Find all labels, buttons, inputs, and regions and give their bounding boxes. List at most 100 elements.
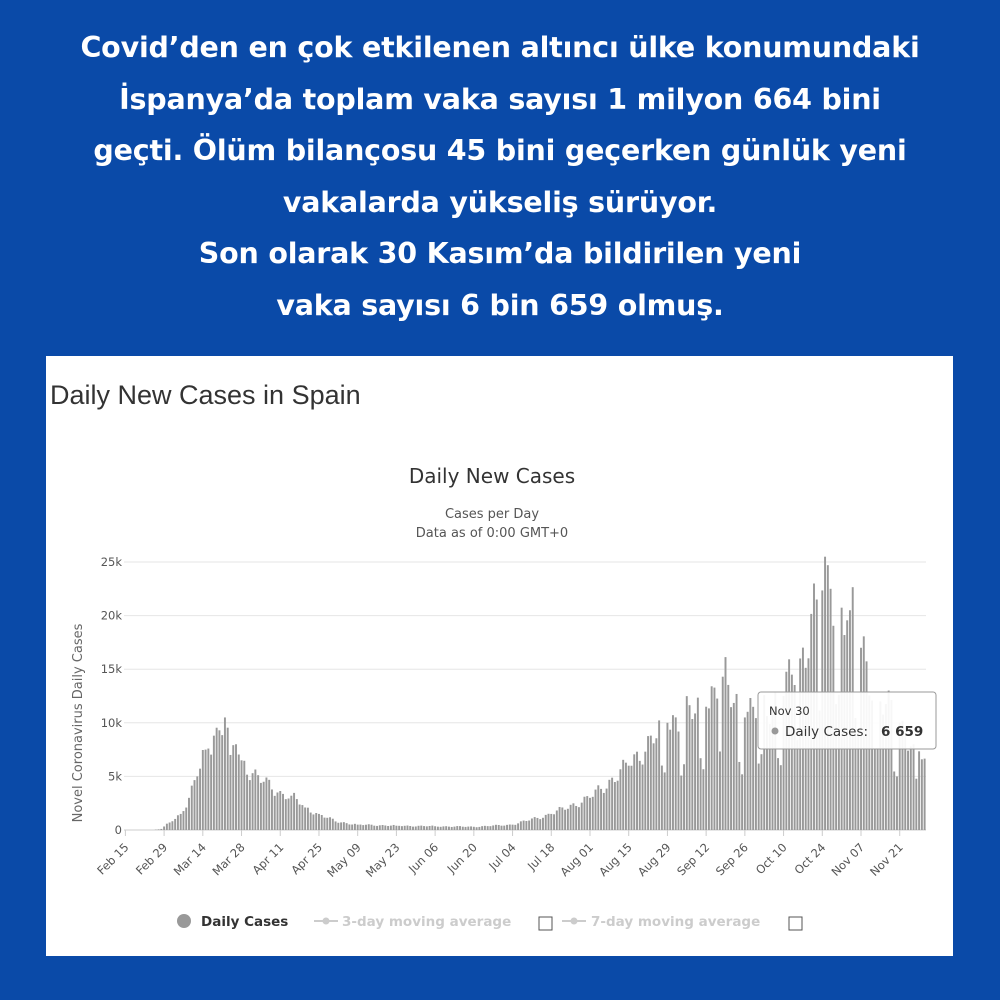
bar[interactable]: [199, 768, 202, 830]
bar[interactable]: [315, 813, 318, 830]
bar[interactable]: [652, 743, 655, 830]
bar[interactable]: [378, 825, 381, 830]
bar[interactable]: [594, 789, 597, 830]
bar[interactable]: [912, 744, 915, 830]
legend-item-7-day-average[interactable]: 7-day moving average: [562, 914, 760, 930]
bar[interactable]: [600, 788, 603, 830]
bar[interactable]: [453, 826, 456, 830]
bar[interactable]: [284, 799, 287, 830]
bar[interactable]: [713, 687, 716, 830]
bar[interactable]: [461, 826, 464, 830]
bar[interactable]: [439, 826, 442, 830]
bar[interactable]: [345, 823, 348, 830]
bar[interactable]: [754, 718, 757, 830]
bar[interactable]: [641, 764, 644, 830]
bar[interactable]: [658, 720, 661, 830]
bar[interactable]: [901, 720, 904, 830]
bar[interactable]: [320, 815, 323, 830]
bar[interactable]: [273, 795, 276, 830]
bar[interactable]: [732, 702, 735, 830]
bar[interactable]: [215, 727, 218, 830]
bar[interactable]: [506, 824, 508, 830]
bar[interactable]: [583, 796, 586, 830]
bar[interactable]: [636, 751, 638, 830]
bar[interactable]: [334, 821, 337, 830]
bar[interactable]: [342, 822, 345, 830]
bar[interactable]: [539, 819, 542, 830]
bar[interactable]: [752, 706, 755, 830]
bar[interactable]: [674, 717, 677, 830]
bar[interactable]: [586, 796, 589, 830]
bar[interactable]: [785, 671, 788, 830]
bar[interactable]: [442, 826, 445, 830]
bar[interactable]: [207, 748, 210, 830]
bar[interactable]: [746, 711, 749, 830]
bar[interactable]: [868, 695, 871, 830]
legend-item-3-day-average[interactable]: 3-day moving average: [314, 914, 511, 930]
bar[interactable]: [331, 818, 334, 830]
bar[interactable]: [182, 811, 185, 830]
bar[interactable]: [818, 710, 821, 830]
bar[interactable]: [724, 657, 727, 830]
bar[interactable]: [696, 697, 699, 830]
bar[interactable]: [528, 820, 531, 830]
bar[interactable]: [298, 804, 301, 830]
bar[interactable]: [597, 785, 600, 830]
bar[interactable]: [445, 826, 448, 830]
bar[interactable]: [630, 765, 633, 830]
bar[interactable]: [447, 826, 450, 830]
bar[interactable]: [611, 777, 614, 830]
bar[interactable]: [268, 779, 271, 830]
bar[interactable]: [749, 698, 752, 830]
bar[interactable]: [389, 825, 392, 830]
bar[interactable]: [857, 731, 860, 830]
bar[interactable]: [417, 825, 420, 830]
bar[interactable]: [514, 824, 517, 830]
bar[interactable]: [873, 749, 876, 830]
bar[interactable]: [683, 764, 685, 830]
bar[interactable]: [730, 707, 732, 830]
bar[interactable]: [591, 796, 594, 830]
bar[interactable]: [522, 820, 525, 830]
bar[interactable]: [530, 818, 533, 830]
bar[interactable]: [353, 823, 356, 830]
bar[interactable]: [763, 695, 766, 830]
bar[interactable]: [876, 748, 879, 830]
bar[interactable]: [235, 744, 237, 830]
bar[interactable]: [890, 700, 893, 830]
bar[interactable]: [638, 760, 641, 830]
bar[interactable]: [882, 714, 885, 830]
bar[interactable]: [193, 780, 196, 830]
bar[interactable]: [293, 792, 296, 830]
bar[interactable]: [282, 793, 284, 830]
bar[interactable]: [472, 826, 475, 830]
bar[interactable]: [671, 715, 674, 830]
bar[interactable]: [616, 780, 619, 830]
bar[interactable]: [348, 824, 351, 830]
bar[interactable]: [248, 780, 251, 830]
bar[interactable]: [403, 825, 406, 830]
bar[interactable]: [555, 810, 558, 830]
bar[interactable]: [782, 696, 785, 830]
bar[interactable]: [237, 754, 240, 830]
bar[interactable]: [464, 826, 467, 830]
bar[interactable]: [619, 769, 622, 830]
bar[interactable]: [500, 825, 503, 830]
bar[interactable]: [470, 826, 473, 830]
bar[interactable]: [884, 704, 887, 830]
bar[interactable]: [326, 817, 329, 830]
bar[interactable]: [398, 825, 401, 830]
legend-item-daily-cases[interactable]: Daily Cases: [177, 914, 288, 930]
bar[interactable]: [564, 809, 567, 830]
bar[interactable]: [243, 760, 246, 830]
bar[interactable]: [613, 782, 616, 830]
bar[interactable]: [536, 817, 539, 830]
bar[interactable]: [246, 774, 249, 830]
bar[interactable]: [478, 826, 481, 830]
bar[interactable]: [553, 814, 556, 830]
bar[interactable]: [705, 706, 708, 830]
bar[interactable]: [168, 822, 171, 831]
bar[interactable]: [223, 717, 226, 830]
bar[interactable]: [323, 817, 326, 830]
bar[interactable]: [483, 825, 486, 830]
